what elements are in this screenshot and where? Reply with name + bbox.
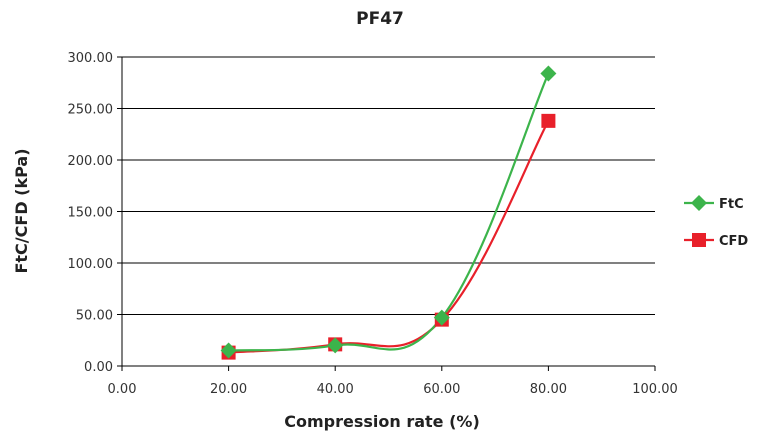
data-point-ftc <box>327 337 344 354</box>
series <box>220 65 557 360</box>
x-tick-label: 0.00 <box>108 382 137 397</box>
legend: FtC CFD <box>684 195 748 249</box>
y-axis-title: FtC/CFD (kPa) <box>12 148 31 273</box>
legend-marker-cfd <box>692 233 706 247</box>
x-tick-label: 80.00 <box>530 382 567 397</box>
data-point-ftc <box>220 342 237 359</box>
y-tick-label: 200.00 <box>68 154 114 169</box>
y-tick-labels: 0.00 50.00 100.00 150.00 200.00 250.00 300.00 <box>68 51 114 375</box>
axes <box>117 56 656 371</box>
x-tick-label: 60.00 <box>423 382 460 397</box>
x-tick-label: 100.00 <box>632 382 678 397</box>
gridlines <box>122 56 655 315</box>
data-point-ftc <box>540 65 557 82</box>
y-tick-label: 0.00 <box>84 360 113 375</box>
series-line-ftc <box>228 73 550 352</box>
y-tick-label: 100.00 <box>68 257 114 272</box>
legend-label-ftc: FtC <box>719 197 744 212</box>
data-point-cfd <box>541 113 556 128</box>
y-tick-label: 50.00 <box>76 309 113 324</box>
x-axis-title: Compression rate (%) <box>284 412 480 431</box>
x-tick-label: 20.00 <box>210 382 247 397</box>
x-tick-label: 40.00 <box>317 382 354 397</box>
legend-marker-ftc <box>691 195 707 211</box>
legend-label-cfd: CFD <box>719 234 748 249</box>
y-tick-label: 300.00 <box>68 51 114 66</box>
data-point-ftc <box>433 309 450 326</box>
chart-title: PF47 <box>356 9 404 29</box>
y-tick-label: 250.00 <box>68 103 114 118</box>
series-line-cfd <box>228 120 550 354</box>
y-tick-label: 150.00 <box>68 206 114 221</box>
x-tick-labels: 0.00 20.00 40.00 60.00 80.00 100.00 <box>108 382 678 397</box>
